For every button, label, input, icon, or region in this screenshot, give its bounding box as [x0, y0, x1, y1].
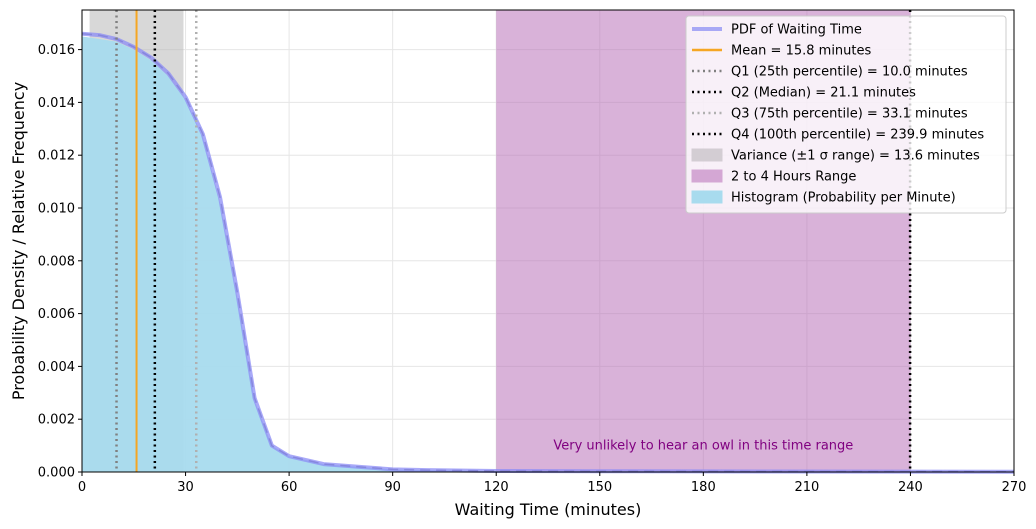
- y-axis-label: Probability Density / Relative Frequency: [9, 82, 28, 400]
- histogram: [82, 36, 1014, 473]
- y-tick-label: 0.004: [38, 360, 75, 375]
- legend-label: Variance (±1 σ range) = 13.6 minutes: [731, 149, 980, 164]
- y-tick-label: 0.016: [38, 43, 75, 58]
- pdf-curve: [81, 31, 1015, 474]
- legend-label: PDF of Waiting Time: [731, 23, 862, 38]
- y-tick-label: 0.006: [38, 307, 75, 322]
- y-tick-label: 0.010: [38, 202, 75, 217]
- legend-swatch: [691, 169, 723, 183]
- x-axis-ticks: 0 30 60 90 120 150 180 210 240 270: [78, 472, 1027, 495]
- legend-box: [685, 15, 1007, 214]
- legend-swatch: [691, 148, 723, 162]
- reference-lines: [115, 10, 912, 472]
- x-tick-label: 60: [281, 480, 298, 495]
- plot-frame: [81, 9, 1015, 473]
- x-tick-label: 270: [1002, 480, 1027, 495]
- legend-swatch: [691, 190, 723, 204]
- y-tick-label: 0.014: [38, 96, 75, 111]
- histogram-area: [82, 36, 1014, 473]
- x-tick-label: 210: [794, 480, 819, 495]
- x-tick-label: 150: [587, 480, 612, 495]
- legend-label: Q3 (75th percentile) = 33.1 minutes: [731, 107, 968, 122]
- y-tick-label: 0.008: [38, 254, 75, 269]
- x-tick-label: 180: [691, 480, 716, 495]
- legend: PDF of Waiting Time Mean = 15.8 minutes Q1…: [685, 15, 1007, 214]
- annotation-text: Very unlikely to hear an owl in this tim…: [553, 439, 853, 454]
- y-tick-label: 0.000: [38, 466, 75, 481]
- pdf-line-dashed: [81, 33, 1015, 473]
- legend-label: Q4 (100th percentile) = 239.9 minutes: [731, 128, 984, 143]
- x-tick-label: 90: [384, 480, 401, 495]
- x-axis-label: Waiting Time (minutes): [455, 500, 642, 519]
- x-tick-label: 120: [484, 480, 509, 495]
- x-tick-label: 30: [177, 480, 194, 495]
- legend-label: 2 to 4 Hours Range: [731, 170, 856, 185]
- legend-label: Mean = 15.8 minutes: [731, 44, 872, 59]
- legend-label: Q2 (Median) = 21.1 minutes: [731, 86, 916, 101]
- x-tick-label: 0: [78, 480, 86, 495]
- legend-label: Q1 (25th percentile) = 10.0 minutes: [731, 65, 968, 80]
- y-axis-ticks: 0.000 0.002 0.004 0.006 0.008 0.010 0.012 0.014…: [38, 43, 82, 481]
- y-tick-label: 0.012: [38, 149, 75, 164]
- legend-label: Histogram (Probability per Minute): [731, 191, 956, 206]
- x-tick-label: 240: [898, 480, 923, 495]
- y-tick-label: 0.002: [38, 413, 75, 428]
